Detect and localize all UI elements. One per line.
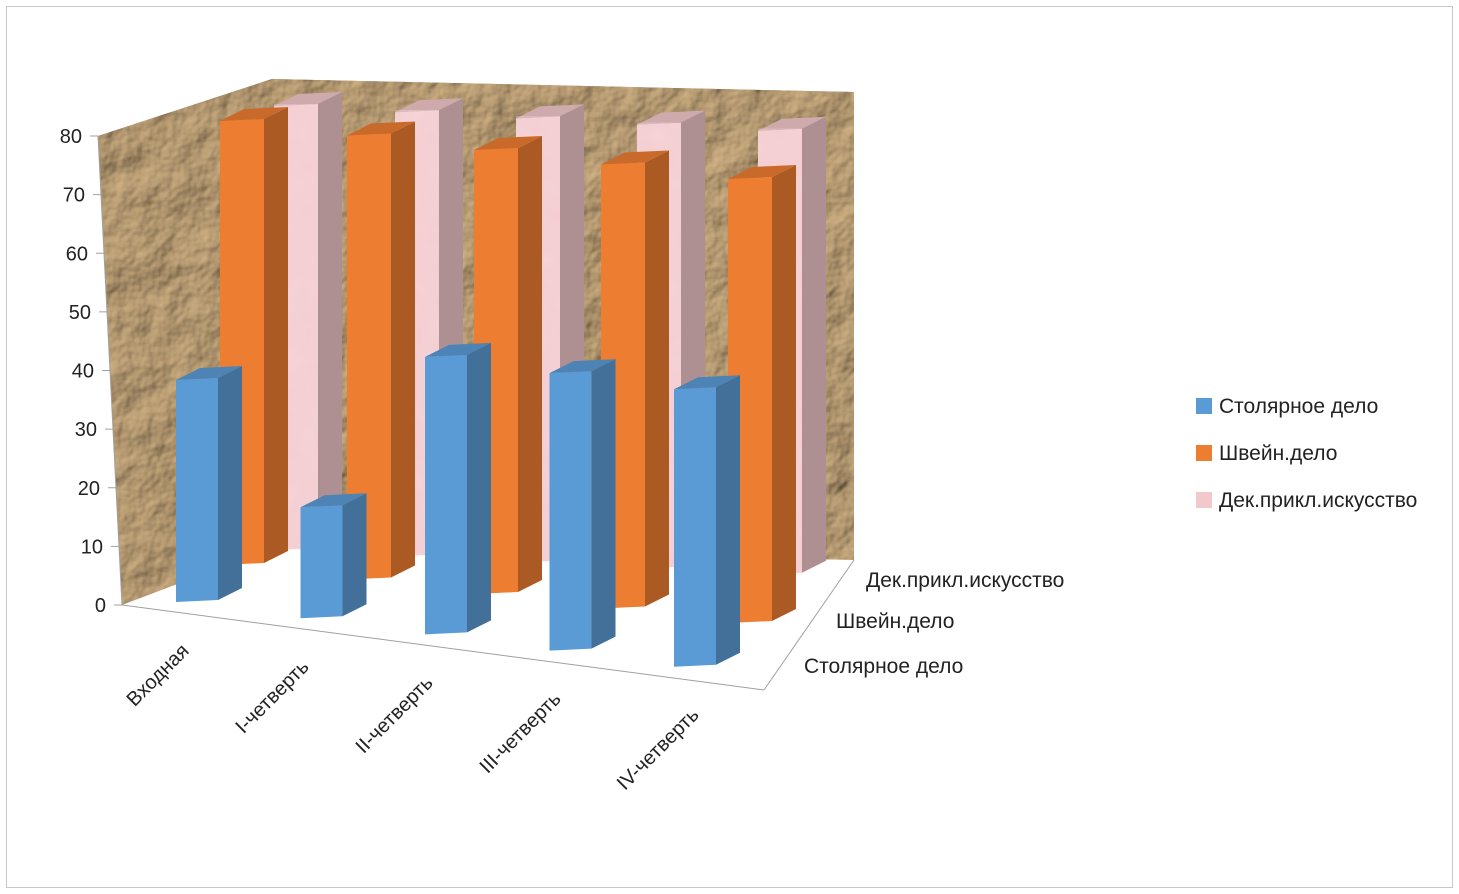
bar-front (549, 371, 592, 651)
depth-axis-label: Дек.прикл.искусство (866, 569, 1064, 592)
bar-top (347, 121, 415, 136)
bar (176, 366, 242, 602)
category-label: Входная (123, 640, 194, 711)
legend-swatch (1196, 492, 1212, 508)
bar-side (802, 116, 826, 573)
depth-axis-line (763, 559, 855, 691)
bar-side (591, 359, 616, 649)
bar-top (758, 116, 826, 131)
category-label: II-четверть (352, 672, 438, 758)
bar-front (425, 354, 467, 635)
bar-side (264, 107, 288, 563)
category-label: IV-четверть (613, 704, 704, 795)
depth-axis-label: Швейн.дело (836, 610, 954, 633)
bar-side (518, 136, 542, 592)
bar-top (728, 165, 796, 179)
category-label: III-четверть (476, 688, 566, 778)
bar-side (318, 92, 342, 548)
bar-top (637, 110, 705, 125)
y-tick-label: 40 (72, 361, 94, 383)
y-tick-label: 70 (63, 185, 85, 207)
bar (549, 359, 616, 651)
y-tick-label: 50 (69, 302, 91, 324)
y-tick-label: 60 (66, 243, 88, 265)
bar-top (474, 136, 542, 150)
y-tick-label: 10 (81, 536, 103, 558)
bar-side (645, 150, 669, 607)
bars (176, 92, 826, 667)
bar-side (391, 121, 415, 578)
bar-top (395, 98, 463, 113)
bar-front (176, 378, 218, 602)
y-tick-label: 80 (60, 126, 82, 148)
y-tick-label: 30 (75, 419, 97, 441)
bar-side (772, 165, 796, 621)
category-label: I-четверть (231, 656, 313, 738)
legend-label: Швейн.дело (1219, 442, 1337, 465)
bar-top (674, 375, 740, 390)
depth-labels: Столярное дело Швейн.дело Дек.прикл.искусс… (804, 569, 1064, 678)
bar (347, 121, 415, 580)
bar-top (300, 493, 367, 508)
bar-side (467, 342, 491, 633)
legend-swatch (1196, 398, 1212, 414)
bar-top (425, 342, 491, 357)
bar-front (347, 133, 391, 580)
bar-top (176, 366, 242, 380)
bar (300, 493, 367, 619)
y-tick-label: 0 (95, 595, 106, 617)
bar-top (220, 107, 288, 121)
bar (425, 342, 491, 635)
y-tick-label: 20 (78, 478, 100, 500)
x-axis-line (121, 604, 765, 691)
depth-axis-label: Столярное дело (804, 655, 963, 678)
bar-front (300, 505, 343, 619)
legend-label: Столярное дело (1219, 395, 1378, 418)
y-axis-ticks: 0 10 20 30 40 50 60 70 80 (60, 126, 122, 617)
legend-label: Дек.прикл.искусство (1219, 489, 1417, 512)
legend: Столярное дело Швейн.дело Дек.прикл.искусс… (1196, 395, 1417, 512)
bar-top (516, 104, 584, 119)
legend-swatch (1196, 445, 1212, 461)
bar-front (674, 387, 716, 667)
bar-side (342, 493, 367, 617)
bar-side (716, 375, 740, 665)
bar-top (601, 150, 669, 165)
bar-top (549, 359, 616, 374)
bar-side (218, 366, 242, 600)
bar-top (274, 92, 342, 106)
bar (674, 375, 740, 667)
